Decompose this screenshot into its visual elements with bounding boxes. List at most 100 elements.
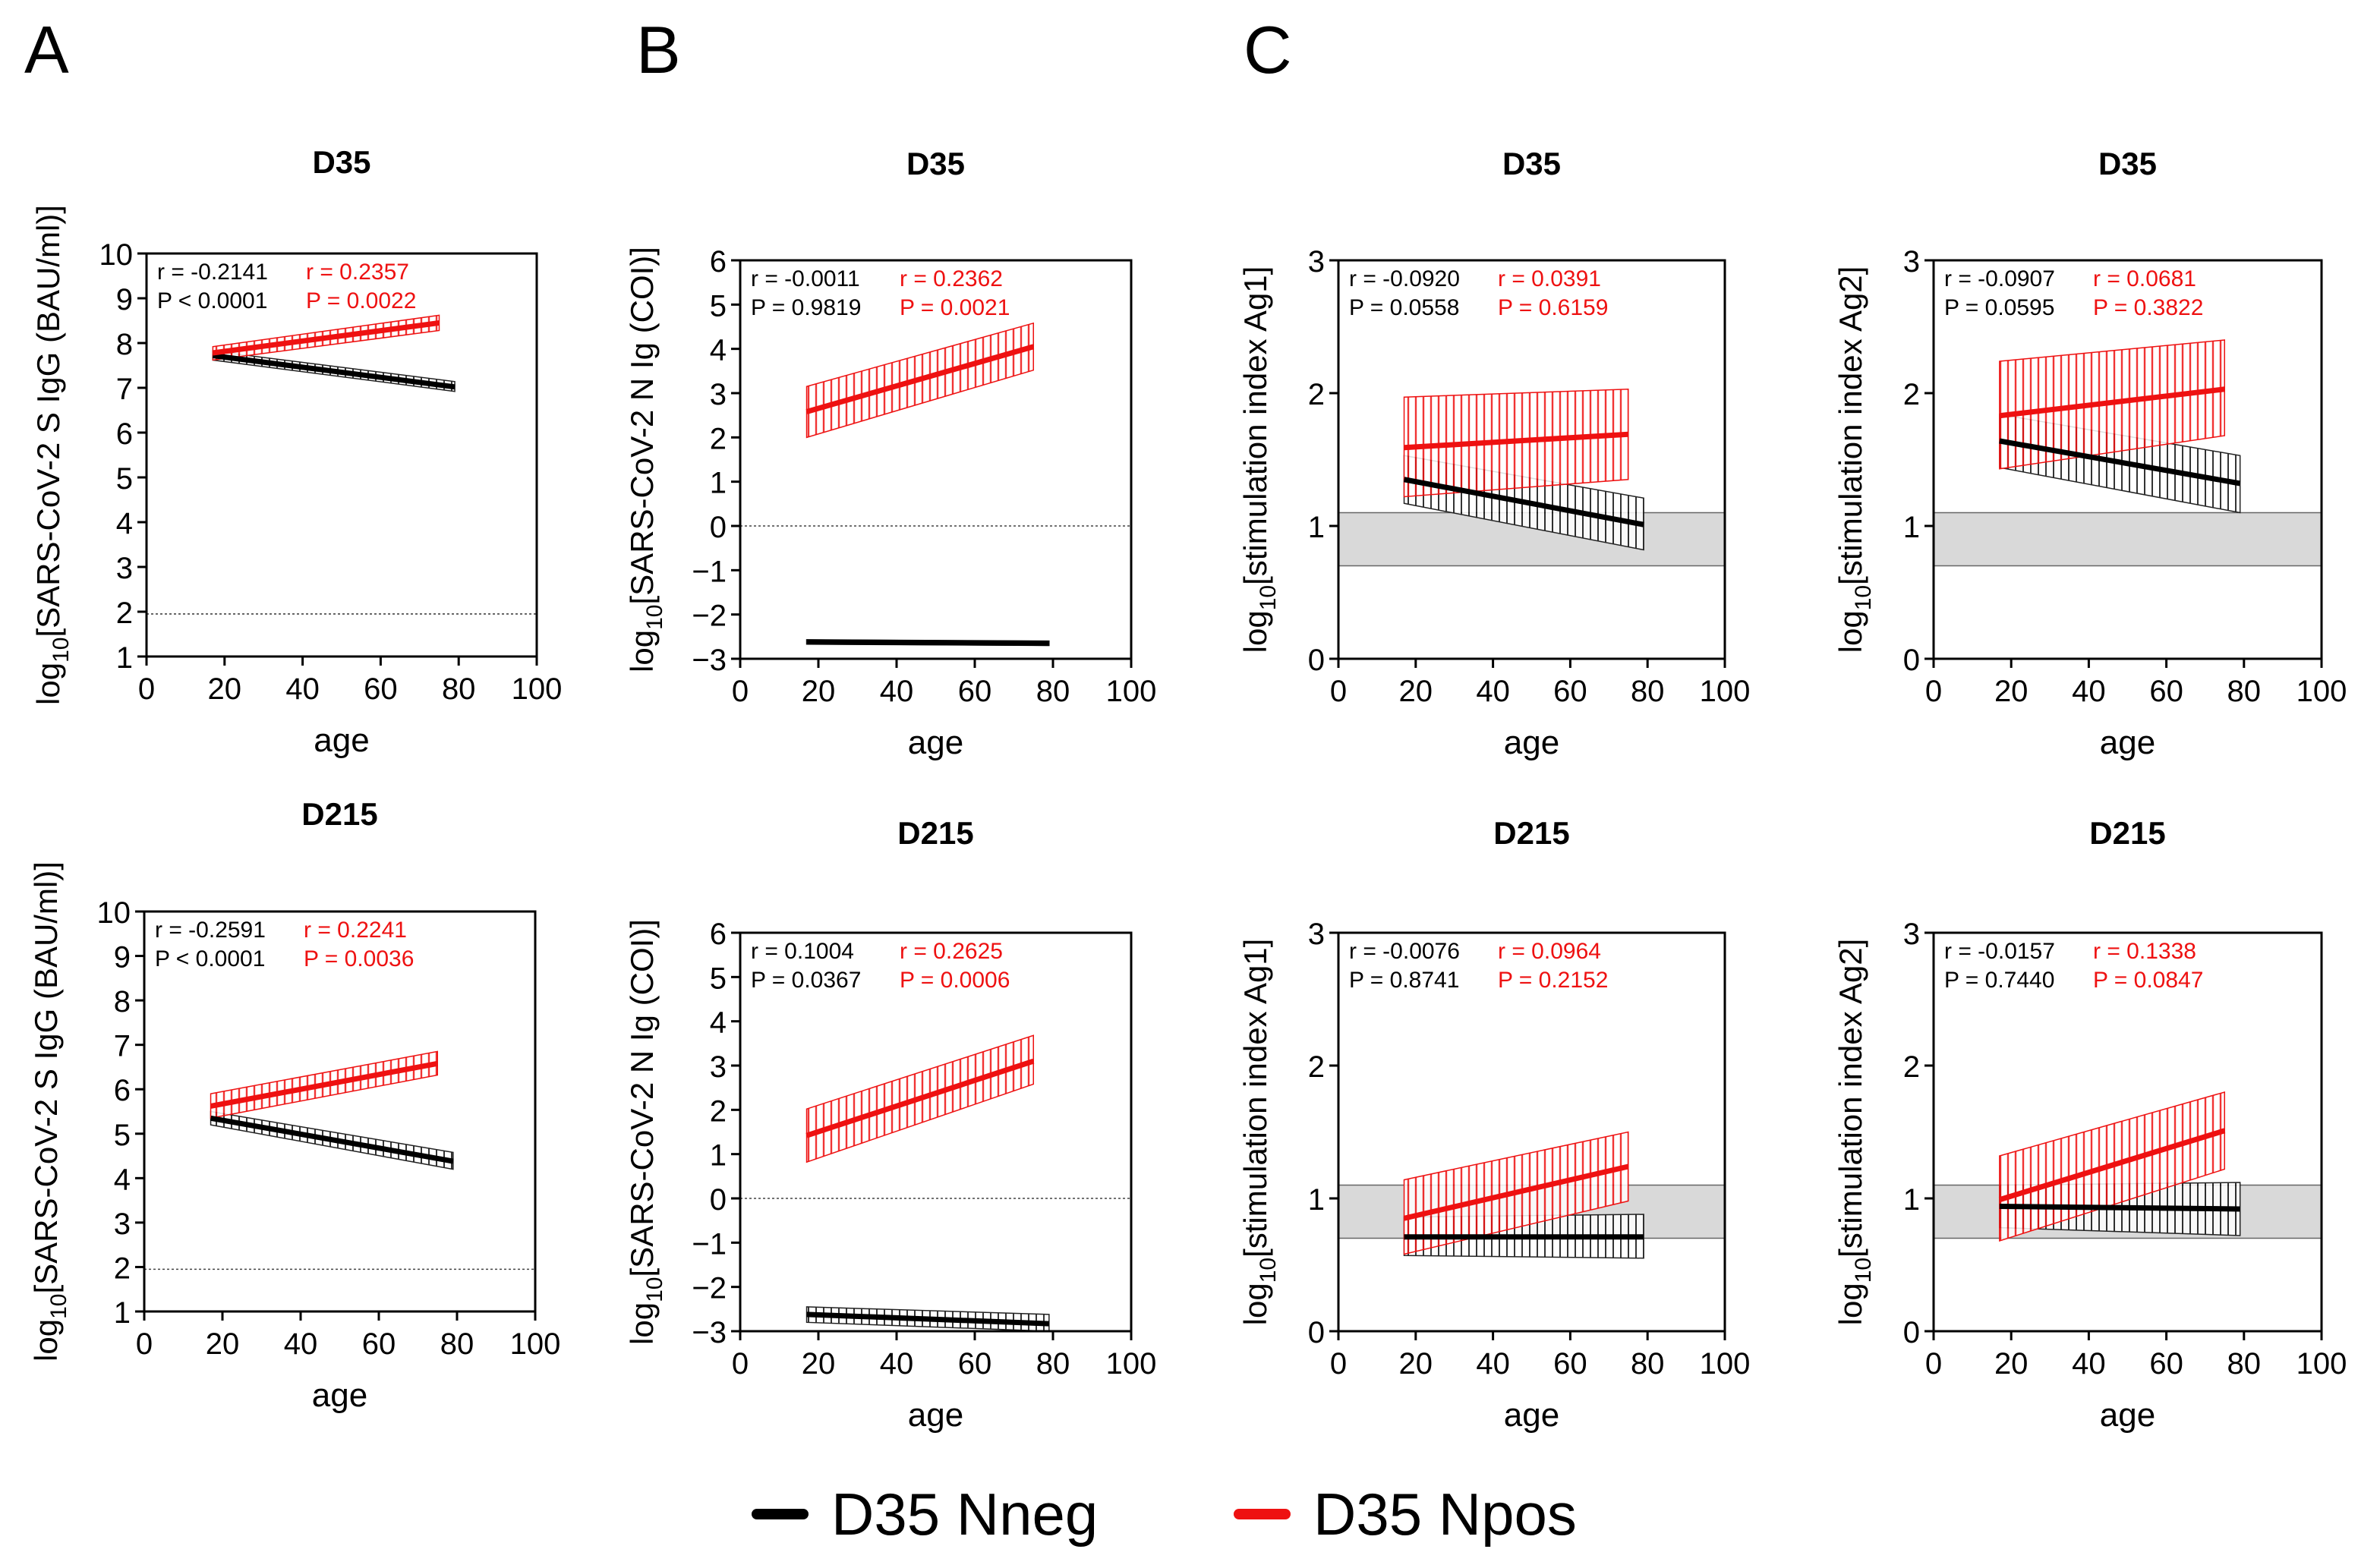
- plot-frame: [1932, 259, 2323, 660]
- stat-nneg-p: P = 0.0367: [751, 968, 861, 993]
- y-axis-label-base: 10: [1256, 585, 1281, 610]
- y-axis-label: log10[SARS-CoV-2 S IgG (BAU/ml)]: [30, 205, 74, 705]
- y-tick-label: 1: [1903, 511, 1920, 544]
- plot-frame: [739, 259, 1133, 660]
- x-tick-label: 100: [510, 1327, 561, 1361]
- chart-title: D215: [1493, 815, 1569, 851]
- y-tick-label: 3: [710, 1050, 727, 1084]
- y-tick-label: 2: [710, 422, 727, 455]
- y-axis-label-base: 10: [1256, 1258, 1281, 1283]
- x-tick-label: 20: [208, 672, 242, 706]
- stat-npos-p: P = 0.0006: [900, 968, 1010, 993]
- legend-label-npos: D35 Npos: [1313, 1480, 1577, 1548]
- stat-npos-p: P = 0.0036: [304, 946, 414, 971]
- y-axis-label-base: 10: [642, 605, 667, 630]
- x-tick-label: 0: [732, 1347, 749, 1381]
- legend: D35 Nneg D35 Npos: [0, 1469, 2380, 1560]
- x-tick-label: 20: [1994, 1347, 2029, 1381]
- legend-label-nneg: D35 Nneg: [831, 1480, 1099, 1548]
- x-tick-label: 100: [1106, 675, 1157, 708]
- y-tick-label: 3: [1308, 918, 1325, 951]
- y-tick-label: 3: [1903, 245, 1920, 279]
- y-tick-label: 5: [710, 962, 727, 995]
- plot-frame: [145, 252, 538, 658]
- x-tick-label: 80: [1631, 675, 1665, 708]
- y-tick-label: −1: [692, 555, 727, 588]
- legend-swatch-nneg: [752, 1509, 809, 1519]
- chart-7: D215 0 1 2 3 0 20 40 60 80 100 age log10[stimulation…: [1237, 815, 1750, 1434]
- stat-npos-p: P = 0.0022: [306, 288, 416, 313]
- y-tick-label: −3: [692, 1316, 727, 1349]
- y-axis-label: log10[SARS-CoV-2 N Ig (COI)]: [624, 919, 667, 1345]
- y-tick-label: 3: [116, 552, 133, 585]
- y-tick-label: 1: [710, 467, 727, 500]
- plot-frame: [739, 931, 1133, 1333]
- regression-line-npos: [805, 1058, 1035, 1138]
- y-tick-label: 10: [97, 896, 131, 930]
- y-axis-label-quantity: [stimulation index Ag2]: [1833, 939, 1868, 1258]
- regression-line-nneg: [806, 639, 1049, 647]
- x-tick-label: 20: [802, 675, 836, 708]
- regression-line-nneg: [212, 353, 456, 390]
- x-axis-label: age: [908, 1396, 963, 1434]
- y-tick-label: 3: [1308, 245, 1325, 279]
- stat-npos-p: P = 0.0847: [2093, 968, 2203, 993]
- x-tick-label: 80: [1036, 1347, 1070, 1381]
- regression-line-npos: [210, 1060, 438, 1109]
- threshold-band: [1933, 512, 2322, 567]
- stat-nneg-p: P < 0.0001: [155, 946, 265, 971]
- y-tick-label: −2: [692, 600, 727, 633]
- stat-npos-r: r = 0.0964: [1498, 939, 1601, 964]
- y-axis-label-log: log: [1833, 1283, 1868, 1325]
- chart-title: D215: [897, 815, 973, 851]
- y-axis-label: log10[stimulation index Ag1]: [1237, 939, 1281, 1326]
- stat-npos-r: r = 0.0681: [2093, 266, 2196, 291]
- x-tick-label: 100: [1106, 1347, 1157, 1381]
- y-tick-label: 1: [116, 641, 133, 675]
- stat-nneg-p: P = 0.9819: [751, 295, 861, 320]
- y-tick-label: 0: [1903, 644, 1920, 677]
- stat-npos-p: P = 0.0021: [900, 295, 1010, 320]
- x-axis-label: age: [314, 722, 369, 759]
- y-axis-label-quantity: [SARS-CoV-2 S IgG (BAU/ml)]: [28, 861, 64, 1293]
- x-tick-label: 80: [442, 672, 476, 706]
- y-axis-label-quantity: [SARS-CoV-2 S IgG (BAU/ml)]: [30, 205, 66, 637]
- regression-line-nneg: [806, 1311, 1049, 1327]
- y-axis-label-base: 10: [1851, 1258, 1876, 1283]
- plot-frame: [1337, 259, 1726, 660]
- y-tick-label: 1: [1903, 1183, 1920, 1217]
- x-axis-label: age: [1504, 724, 1559, 761]
- y-axis-label-quantity: [stimulation index Ag1]: [1237, 266, 1273, 585]
- y-axis-label-log: log: [28, 1319, 64, 1362]
- y-tick-label: 4: [116, 507, 133, 540]
- regression-line-nneg: [210, 1115, 454, 1164]
- x-tick-label: 0: [1925, 675, 1942, 708]
- plot-frame: [1337, 931, 1726, 1333]
- x-tick-label: 20: [802, 1347, 836, 1381]
- x-tick-label: 40: [880, 675, 914, 708]
- x-tick-label: 0: [1925, 1347, 1942, 1381]
- panel-letter-a: A: [24, 12, 69, 87]
- y-axis-label-log: log: [1237, 1283, 1273, 1325]
- x-tick-label: 0: [138, 672, 155, 706]
- x-tick-label: 40: [2072, 1347, 2106, 1381]
- x-tick-label: 60: [362, 1327, 396, 1361]
- y-axis-label: log10[stimulation index Ag2]: [1833, 939, 1876, 1326]
- y-tick-label: 2: [1903, 1050, 1920, 1084]
- y-tick-label: 6: [116, 417, 133, 451]
- panel-letter-c: C: [1244, 12, 1292, 87]
- y-axis-label-quantity: [SARS-CoV-2 N Ig (COI)]: [624, 919, 660, 1277]
- x-tick-label: 100: [2296, 1347, 2347, 1381]
- stat-npos-r: r = 0.0391: [1498, 266, 1601, 291]
- y-axis-label-log: log: [30, 663, 66, 705]
- stat-nneg-r: r = -0.0011: [751, 266, 860, 291]
- y-tick-label: 4: [710, 334, 727, 367]
- y-tick-label: 8: [114, 985, 131, 1019]
- x-tick-label: 60: [958, 1347, 992, 1381]
- x-tick-label: 60: [958, 675, 992, 708]
- stat-npos-r: r = 0.1338: [2093, 939, 2196, 964]
- x-tick-label: 20: [1399, 675, 1433, 708]
